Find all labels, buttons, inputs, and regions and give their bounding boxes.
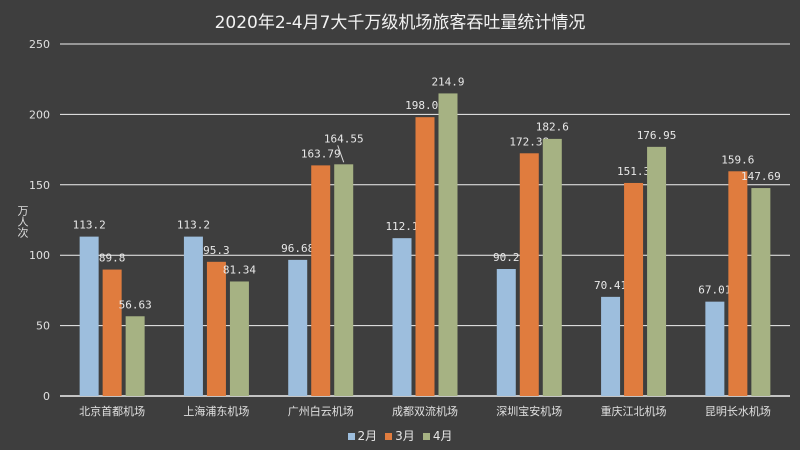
data-label: 70.41	[594, 279, 627, 292]
bar	[438, 93, 458, 396]
bar	[311, 165, 331, 396]
bar	[125, 316, 145, 396]
y-tick-label: 0	[43, 390, 50, 403]
x-tick-label: 昆明长水机场	[705, 404, 771, 418]
y-axis-label: 万人次	[16, 205, 29, 238]
bar	[542, 138, 562, 396]
legend: 2月 3月 4月	[0, 427, 800, 444]
legend-label: 3月	[395, 429, 415, 443]
bar	[705, 301, 725, 396]
data-label: 56.63	[119, 298, 152, 311]
legend-label: 2月	[357, 429, 378, 443]
data-label: 96.68	[281, 242, 314, 255]
leader-line	[337, 145, 345, 163]
data-label: 95.3	[203, 244, 230, 257]
bar	[288, 259, 308, 396]
data-label: 182.6	[536, 120, 569, 133]
x-tick-label: 成都双流机场	[392, 404, 458, 418]
bar	[519, 153, 539, 396]
legend-swatch	[385, 433, 393, 440]
bar	[601, 296, 621, 396]
bar	[728, 171, 748, 396]
y-tick-label: 250	[29, 38, 50, 51]
bar	[647, 146, 667, 396]
y-tick-label: 200	[29, 108, 50, 121]
x-tick-label: 上海浦东机场	[183, 404, 249, 418]
data-label: 159.6	[721, 153, 754, 166]
legend-item: 2月	[347, 427, 378, 444]
bar	[183, 236, 203, 396]
data-label: 151.3	[617, 165, 650, 178]
data-label: 113.2	[177, 219, 210, 232]
bar	[415, 117, 435, 397]
bar	[624, 182, 644, 396]
y-tick-label: 150	[29, 179, 50, 192]
data-label: 113.2	[73, 219, 106, 232]
bar	[392, 238, 412, 396]
data-label: 67.01	[698, 284, 731, 297]
bar	[102, 269, 122, 396]
data-label: 81.34	[223, 263, 256, 276]
y-tick-label: 100	[29, 249, 50, 262]
bar	[229, 281, 249, 396]
bar	[751, 188, 771, 396]
x-tick-label: 广州白云机场	[288, 404, 354, 418]
data-label: 198.02	[405, 99, 445, 112]
legend-item: 3月	[385, 427, 415, 444]
x-tick-label: 北京首都机场	[79, 404, 145, 418]
data-label: 163.79	[301, 147, 341, 160]
data-label: 112.1	[385, 220, 418, 233]
bar	[79, 236, 99, 396]
legend-swatch	[347, 433, 355, 440]
data-label: 90.2	[493, 251, 520, 264]
bar	[206, 261, 226, 396]
data-label: 89.8	[99, 252, 126, 265]
legend-item: 4月	[422, 427, 453, 444]
data-label: 172.38	[509, 135, 549, 148]
data-label: 147.69	[741, 170, 781, 183]
y-tick-label: 50	[36, 320, 50, 333]
data-label: 214.9	[431, 75, 464, 88]
data-label: 164.55	[324, 132, 364, 145]
data-label: 176.95	[637, 129, 677, 142]
chart-title: 2020年2-4月7大千万级机场旅客吞吐量统计情况	[214, 13, 586, 33]
legend-swatch	[422, 433, 430, 440]
x-tick-label: 深圳宝安机场	[496, 404, 562, 418]
legend-label: 4月	[432, 429, 453, 443]
x-tick-label: 重庆江北机场	[601, 404, 667, 418]
bar	[334, 164, 354, 396]
bar	[496, 268, 516, 396]
